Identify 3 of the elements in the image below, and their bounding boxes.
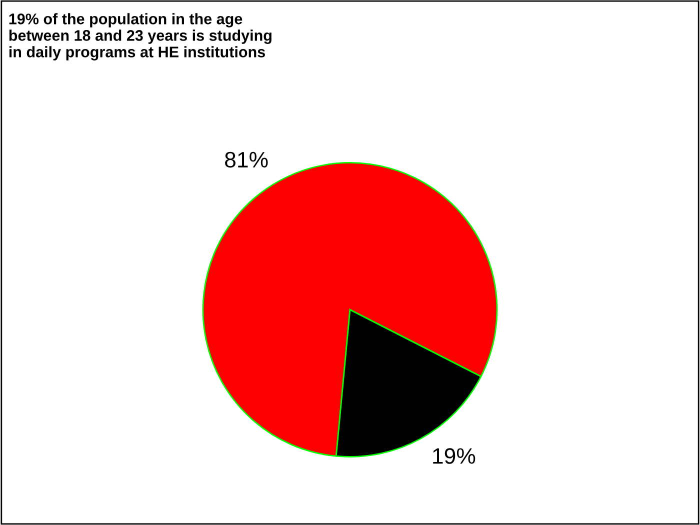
chart-title: 19% of the population in the age between 18 and 23 years is studying in daily programs at HE institutions [9,13,272,60]
data-label: 19% [433,448,476,464]
data-label: 81% [225,152,268,168]
